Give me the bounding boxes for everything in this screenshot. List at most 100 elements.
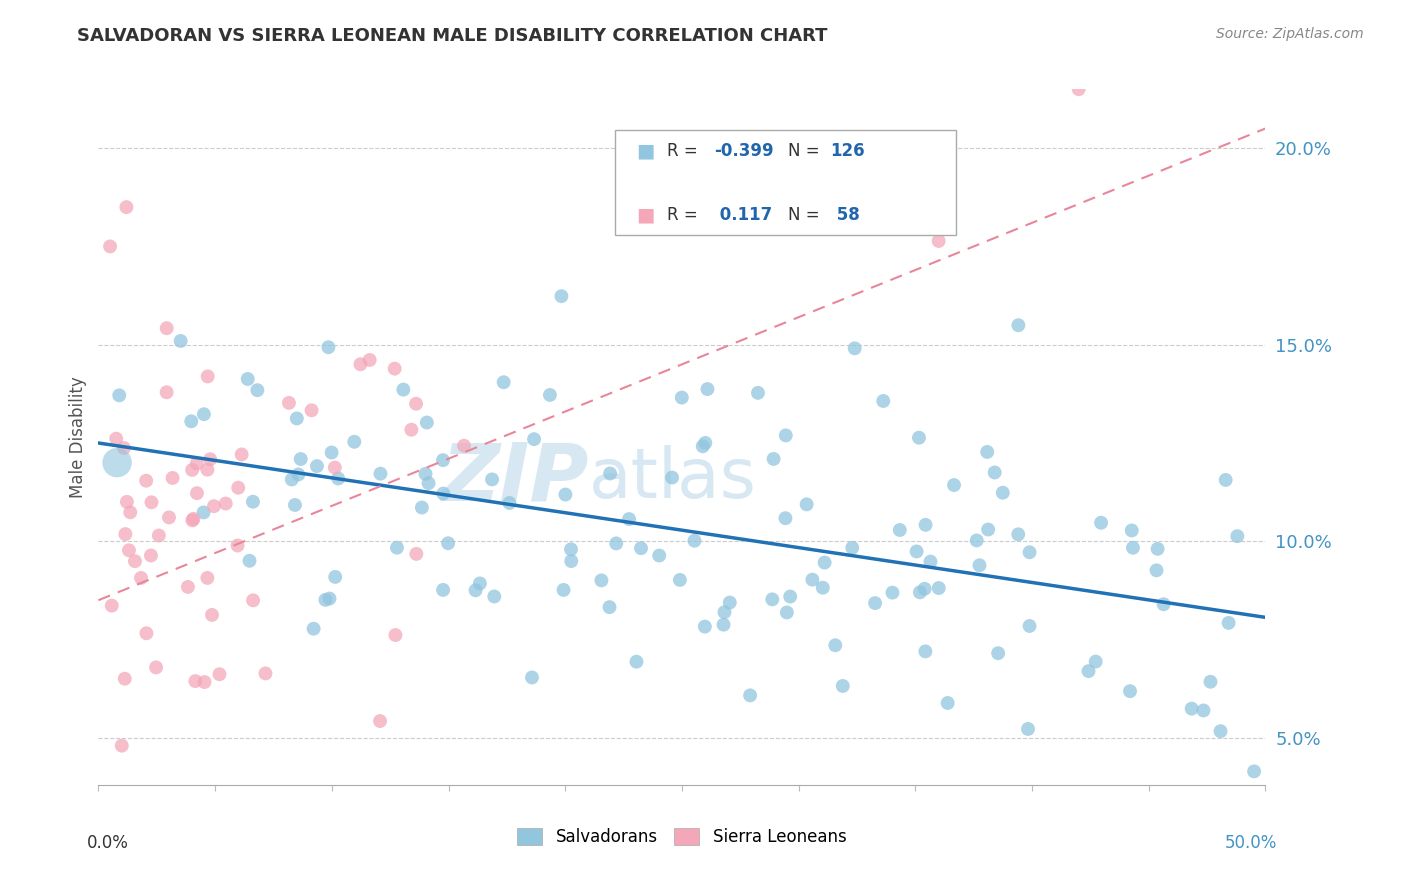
Point bbox=[114, 527, 136, 541]
Point bbox=[411, 500, 433, 515]
Legend: Salvadorans, Sierra Leoneans: Salvadorans, Sierra Leoneans bbox=[510, 822, 853, 853]
Point bbox=[432, 453, 454, 467]
Text: N =: N = bbox=[789, 206, 825, 224]
Point bbox=[1218, 615, 1240, 630]
Point bbox=[841, 541, 863, 555]
Point bbox=[112, 441, 135, 455]
Point bbox=[976, 445, 998, 459]
Point bbox=[105, 456, 128, 470]
Point bbox=[1084, 655, 1107, 669]
Point bbox=[1146, 563, 1168, 577]
Point bbox=[936, 696, 959, 710]
Point bbox=[983, 466, 1005, 480]
Point bbox=[553, 582, 575, 597]
Point bbox=[323, 570, 346, 584]
Point bbox=[135, 626, 157, 640]
Point bbox=[969, 558, 991, 573]
Point bbox=[740, 689, 762, 703]
Point bbox=[831, 679, 853, 693]
Point bbox=[105, 432, 128, 446]
Point bbox=[844, 342, 866, 356]
Point bbox=[100, 599, 122, 613]
Point bbox=[135, 474, 157, 488]
Point bbox=[914, 517, 936, 532]
Point bbox=[713, 605, 735, 619]
Point bbox=[385, 541, 408, 555]
Point bbox=[775, 428, 797, 442]
Point bbox=[538, 388, 561, 402]
Point bbox=[671, 391, 693, 405]
Point bbox=[908, 431, 931, 445]
Point bbox=[254, 666, 277, 681]
Point bbox=[197, 463, 219, 477]
Point bbox=[1077, 664, 1099, 678]
Point bbox=[120, 505, 142, 519]
Point bbox=[318, 591, 340, 606]
Point bbox=[236, 372, 259, 386]
Point bbox=[148, 528, 170, 542]
Point bbox=[468, 576, 491, 591]
Point bbox=[987, 646, 1010, 660]
Point bbox=[991, 485, 1014, 500]
Point bbox=[523, 432, 546, 446]
Text: ■: ■ bbox=[637, 141, 655, 160]
Text: 58: 58 bbox=[831, 206, 859, 224]
Point bbox=[779, 590, 801, 604]
Y-axis label: Male Disability: Male Disability bbox=[69, 376, 87, 498]
Point bbox=[169, 334, 191, 348]
Point bbox=[591, 574, 613, 588]
Point bbox=[796, 497, 818, 511]
Point bbox=[669, 573, 692, 587]
Point bbox=[359, 353, 381, 368]
Point bbox=[328, 471, 350, 485]
Text: SALVADORAN VS SIERRA LEONEAN MALE DISABILITY CORRELATION CHART: SALVADORAN VS SIERRA LEONEAN MALE DISABI… bbox=[77, 27, 828, 45]
Point bbox=[498, 496, 520, 510]
Point bbox=[550, 289, 572, 303]
Point bbox=[238, 554, 260, 568]
Point bbox=[718, 595, 741, 609]
Point bbox=[695, 436, 717, 450]
Point bbox=[392, 383, 415, 397]
Point bbox=[554, 487, 576, 501]
Point bbox=[115, 200, 138, 214]
Point bbox=[198, 452, 221, 467]
Point bbox=[129, 571, 152, 585]
Point bbox=[1007, 318, 1029, 333]
Point bbox=[281, 473, 304, 487]
Point bbox=[201, 607, 224, 622]
Point bbox=[305, 459, 328, 474]
Point bbox=[811, 581, 834, 595]
Point bbox=[197, 369, 219, 384]
Point bbox=[416, 416, 439, 430]
Point bbox=[141, 495, 163, 509]
Point bbox=[108, 388, 131, 402]
Point bbox=[215, 497, 238, 511]
Point bbox=[181, 513, 204, 527]
Point bbox=[943, 478, 966, 492]
Point bbox=[1121, 524, 1143, 538]
Text: atlas: atlas bbox=[589, 445, 756, 512]
Text: R =: R = bbox=[668, 142, 703, 160]
Text: 0.117: 0.117 bbox=[714, 206, 772, 224]
Point bbox=[401, 423, 423, 437]
Point bbox=[977, 523, 1000, 537]
Point bbox=[1067, 82, 1090, 96]
Point bbox=[405, 547, 427, 561]
Point bbox=[432, 582, 454, 597]
Point bbox=[484, 590, 506, 604]
Point bbox=[180, 414, 202, 428]
Point bbox=[761, 592, 783, 607]
Point bbox=[626, 655, 648, 669]
Point bbox=[492, 376, 515, 390]
Point bbox=[464, 583, 486, 598]
Point bbox=[914, 644, 936, 658]
Point bbox=[384, 361, 406, 376]
Point bbox=[693, 620, 716, 634]
Point bbox=[914, 582, 936, 596]
Point bbox=[617, 512, 640, 526]
Point bbox=[384, 628, 406, 642]
Point bbox=[368, 714, 391, 728]
Point bbox=[1215, 473, 1237, 487]
Point bbox=[1018, 545, 1040, 559]
Point bbox=[1017, 722, 1039, 736]
